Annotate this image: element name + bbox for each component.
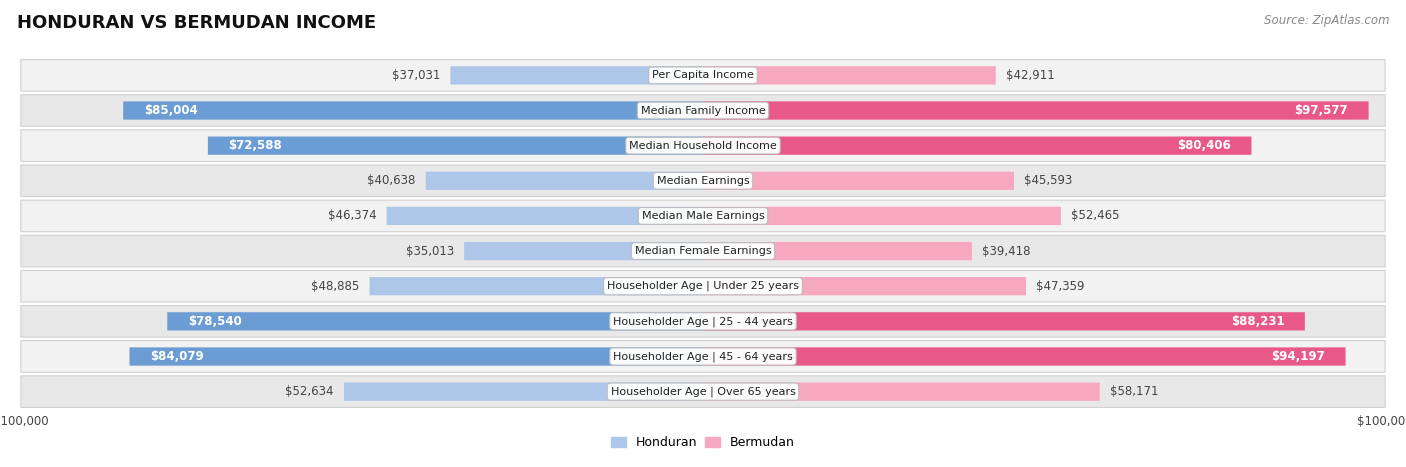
Text: $88,231: $88,231 [1230, 315, 1284, 328]
Text: $46,374: $46,374 [328, 209, 377, 222]
FancyBboxPatch shape [703, 312, 1305, 331]
FancyBboxPatch shape [21, 270, 1385, 302]
FancyBboxPatch shape [167, 312, 703, 331]
FancyBboxPatch shape [464, 242, 703, 260]
FancyBboxPatch shape [21, 305, 1385, 337]
Text: $94,197: $94,197 [1271, 350, 1324, 363]
Text: Per Capita Income: Per Capita Income [652, 71, 754, 80]
FancyBboxPatch shape [208, 136, 703, 155]
FancyBboxPatch shape [703, 242, 972, 260]
Text: $39,418: $39,418 [983, 245, 1031, 258]
FancyBboxPatch shape [703, 277, 1026, 295]
Text: Median Household Income: Median Household Income [628, 141, 778, 151]
Text: $37,031: $37,031 [392, 69, 440, 82]
Text: Householder Age | Over 65 years: Householder Age | Over 65 years [610, 386, 796, 397]
Text: $45,593: $45,593 [1024, 174, 1073, 187]
Text: Median Earnings: Median Earnings [657, 176, 749, 186]
FancyBboxPatch shape [21, 341, 1385, 372]
FancyBboxPatch shape [703, 172, 1014, 190]
Text: Householder Age | Under 25 years: Householder Age | Under 25 years [607, 281, 799, 291]
FancyBboxPatch shape [21, 130, 1385, 162]
FancyBboxPatch shape [21, 235, 1385, 267]
FancyBboxPatch shape [703, 66, 995, 85]
Text: $80,406: $80,406 [1177, 139, 1232, 152]
Text: Householder Age | 25 - 44 years: Householder Age | 25 - 44 years [613, 316, 793, 326]
Text: $78,540: $78,540 [188, 315, 242, 328]
Text: $35,013: $35,013 [406, 245, 454, 258]
FancyBboxPatch shape [703, 207, 1062, 225]
Text: $97,577: $97,577 [1295, 104, 1348, 117]
Text: $52,634: $52,634 [285, 385, 333, 398]
Text: $47,359: $47,359 [1036, 280, 1085, 293]
Text: $85,004: $85,004 [143, 104, 197, 117]
Legend: Honduran, Bermudan: Honduran, Bermudan [606, 432, 800, 454]
FancyBboxPatch shape [21, 376, 1385, 407]
Text: $84,079: $84,079 [150, 350, 204, 363]
FancyBboxPatch shape [387, 207, 703, 225]
FancyBboxPatch shape [426, 172, 703, 190]
FancyBboxPatch shape [124, 101, 703, 120]
Text: Median Family Income: Median Family Income [641, 106, 765, 115]
FancyBboxPatch shape [344, 382, 703, 401]
Text: Median Male Earnings: Median Male Earnings [641, 211, 765, 221]
FancyBboxPatch shape [21, 60, 1385, 91]
Text: $40,638: $40,638 [367, 174, 416, 187]
FancyBboxPatch shape [21, 200, 1385, 232]
Text: $48,885: $48,885 [311, 280, 360, 293]
Text: $42,911: $42,911 [1005, 69, 1054, 82]
FancyBboxPatch shape [129, 347, 703, 366]
FancyBboxPatch shape [703, 136, 1251, 155]
Text: Householder Age | 45 - 64 years: Householder Age | 45 - 64 years [613, 351, 793, 362]
FancyBboxPatch shape [703, 101, 1368, 120]
FancyBboxPatch shape [450, 66, 703, 85]
Text: $72,588: $72,588 [228, 139, 283, 152]
FancyBboxPatch shape [370, 277, 703, 295]
Text: Source: ZipAtlas.com: Source: ZipAtlas.com [1264, 14, 1389, 27]
Text: Median Female Earnings: Median Female Earnings [634, 246, 772, 256]
FancyBboxPatch shape [703, 347, 1346, 366]
Text: HONDURAN VS BERMUDAN INCOME: HONDURAN VS BERMUDAN INCOME [17, 14, 375, 32]
Text: $58,171: $58,171 [1109, 385, 1159, 398]
Text: $52,465: $52,465 [1071, 209, 1119, 222]
FancyBboxPatch shape [703, 382, 1099, 401]
FancyBboxPatch shape [21, 165, 1385, 197]
FancyBboxPatch shape [21, 95, 1385, 126]
